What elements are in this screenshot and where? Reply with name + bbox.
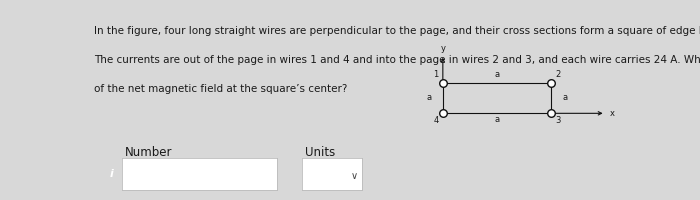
Text: x: x — [610, 109, 615, 118]
Text: a: a — [427, 93, 432, 102]
Text: 3: 3 — [556, 116, 561, 125]
Point — [546, 112, 557, 115]
Text: 4: 4 — [433, 116, 438, 125]
Text: 2: 2 — [556, 70, 561, 79]
Text: i: i — [109, 169, 113, 179]
Text: y: y — [440, 44, 445, 53]
Point — [438, 81, 449, 84]
Point — [438, 112, 449, 115]
Text: Units: Units — [304, 146, 335, 159]
Text: 1: 1 — [433, 70, 438, 79]
Text: The currents are out of the page in wires 1 and 4 and into the page in wires 2 a: The currents are out of the page in wire… — [94, 55, 700, 65]
Text: ∨: ∨ — [351, 171, 358, 181]
Text: a: a — [562, 93, 567, 102]
Text: a: a — [494, 115, 500, 124]
Text: of the net magnetic field at the square’s center?: of the net magnetic field at the square’… — [94, 84, 347, 94]
Text: In the figure, four long straight wires are perpendicular to the page, and their: In the figure, four long straight wires … — [94, 26, 700, 36]
Point — [546, 81, 557, 84]
Text: Number: Number — [125, 146, 172, 159]
Text: a: a — [494, 70, 500, 79]
